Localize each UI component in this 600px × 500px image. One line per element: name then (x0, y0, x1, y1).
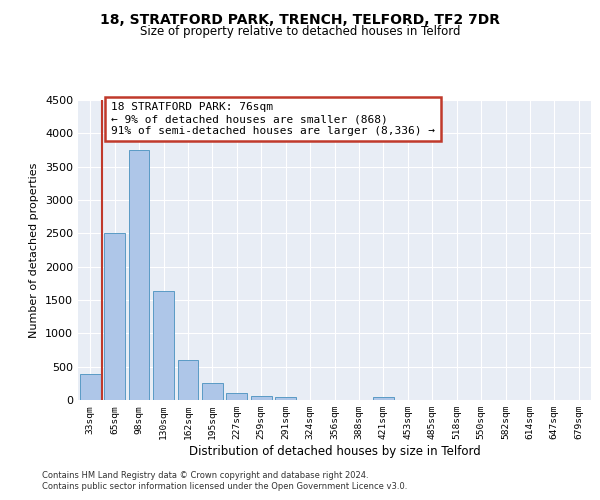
Bar (251, 396, 272, 400)
X-axis label: Distribution of detached houses by size in Telford: Distribution of detached houses by size … (188, 445, 481, 458)
Bar (104, 234, 125, 400)
Y-axis label: Number of detached properties: Number of detached properties (29, 162, 40, 338)
Bar (80, 374, 101, 400)
Text: 18 STRATFORD PARK: 76sqm
← 9% of detached houses are smaller (868)
91% of semi-d: 18 STRATFORD PARK: 76sqm ← 9% of detache… (111, 102, 435, 136)
Bar (373, 396, 394, 400)
Text: Contains HM Land Registry data © Crown copyright and database right 2024.: Contains HM Land Registry data © Crown c… (42, 471, 368, 480)
Bar (178, 360, 199, 400)
Text: Contains public sector information licensed under the Open Government Licence v3: Contains public sector information licen… (42, 482, 407, 491)
Bar (202, 384, 223, 400)
Text: 18, STRATFORD PARK, TRENCH, TELFORD, TF2 7DR: 18, STRATFORD PARK, TRENCH, TELFORD, TF2… (100, 12, 500, 26)
Bar (128, 150, 149, 400)
Text: Size of property relative to detached houses in Telford: Size of property relative to detached ho… (140, 25, 460, 38)
Bar (226, 393, 247, 400)
Bar (275, 398, 296, 400)
Bar (153, 292, 174, 400)
